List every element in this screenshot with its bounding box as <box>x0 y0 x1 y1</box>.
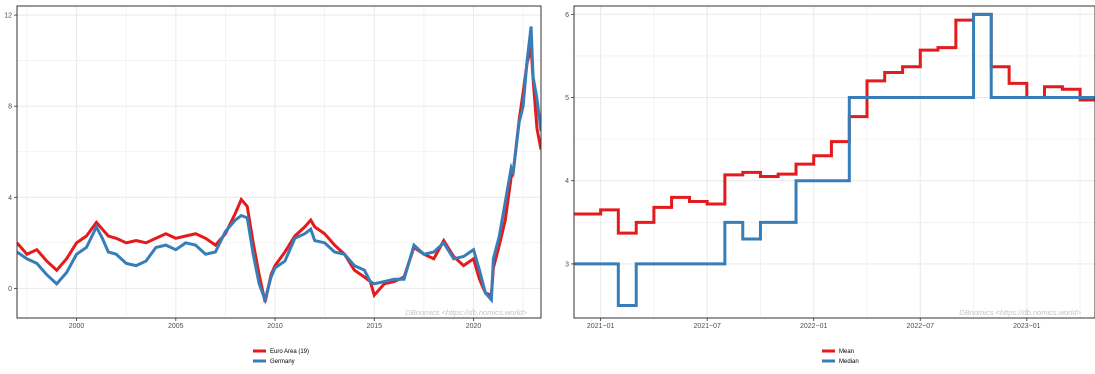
x-tick-label: 2005 <box>168 323 184 330</box>
watermark-text: DBnomics <https://db.nomics.world> <box>405 308 527 317</box>
legend-label: Germany <box>270 359 295 365</box>
x-tick-label: 2022−01 <box>800 323 828 330</box>
legend-label: Mean <box>839 349 854 355</box>
legend-label: Euro Area (19) <box>270 349 309 355</box>
y-tick-label: 3 <box>565 261 569 268</box>
plot-background <box>574 6 1095 318</box>
legend-label: Median <box>839 359 859 365</box>
x-tick-label: 2000 <box>69 323 85 330</box>
watermark-text: DBnomics <https://db.nomics.world> <box>959 308 1081 317</box>
legend: Mean Median <box>822 349 859 365</box>
x-tick-label: 2020 <box>466 323 482 330</box>
x-tick-label: 2021−01 <box>587 323 615 330</box>
x-tick-label: 2021−07 <box>693 323 721 330</box>
y-tick-label: 4 <box>8 195 12 202</box>
y-tick-label: 4 <box>565 178 569 185</box>
chart-panel-1: 0 4 8 12 2000 2005 2010 2015 2020 DBnomics <https… <box>4 6 541 365</box>
plot-background <box>17 6 541 318</box>
y-tick-label: 0 <box>8 286 12 293</box>
y-tick-label: 8 <box>8 104 12 111</box>
x-tick-label: 2010 <box>267 323 283 330</box>
x-tick-label: 2015 <box>366 323 382 330</box>
chart-panel-2: 3 4 5 6 2021−01 2021−07 2022−01 2022−07 2023−01 D… <box>565 6 1095 365</box>
legend: Euro Area (19) Germany <box>253 349 309 365</box>
x-tick-label: 2023−01 <box>1013 323 1041 330</box>
x-tick-label: 2022−07 <box>907 323 935 330</box>
y-tick-label: 12 <box>4 13 12 20</box>
y-tick-label: 5 <box>565 95 569 102</box>
y-tick-label: 6 <box>565 12 569 19</box>
